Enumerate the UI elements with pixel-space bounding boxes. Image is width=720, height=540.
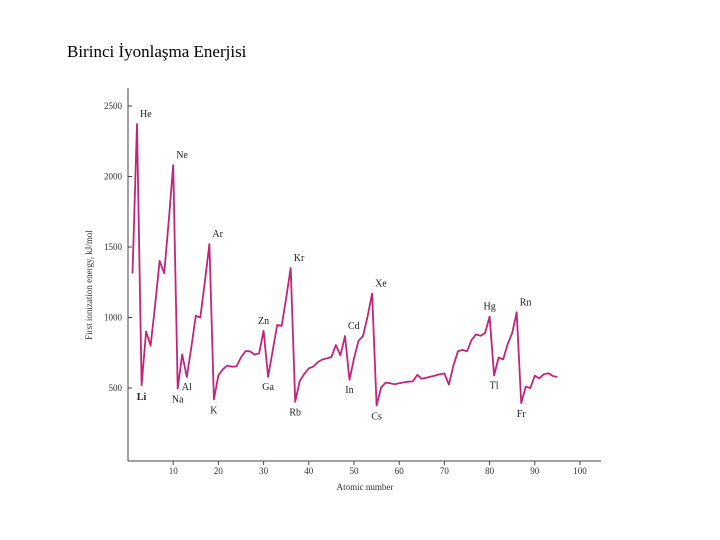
x-tick-label: 40 (304, 466, 314, 476)
element-label-ga: Ga (262, 382, 274, 393)
element-label-xe: Xe (375, 279, 387, 290)
element-label-he: He (140, 109, 152, 120)
element-label-cs: Cs (371, 411, 382, 422)
y-axis-label: First ionization energy, kJ/mol (84, 230, 94, 340)
x-axis-label: Atomic number (337, 482, 394, 492)
element-label-k: K (210, 405, 218, 416)
x-tick-label: 70 (440, 466, 450, 476)
chart-axes (127, 88, 601, 462)
ionization-energy-line (131, 123, 558, 407)
y-tick-label: 1500 (104, 242, 123, 252)
element-label-in: In (345, 385, 353, 396)
element-label-na: Na (172, 395, 184, 406)
slide-title: Birinci İyonlaşma Enerjisi (67, 42, 247, 61)
element-label-al: Al (182, 382, 192, 393)
element-label-fr: Fr (517, 409, 527, 420)
x-tick-label: 100 (573, 466, 587, 476)
x-tick-label: 80 (485, 466, 495, 476)
element-labels: He Ne Ar Kr Xe Rn Zn Cd Hg Li Na K Rb Cs Fr Al Ga In Tl (137, 109, 532, 422)
x-tick-label: 90 (530, 466, 540, 476)
x-tick-label: 20 (214, 466, 224, 476)
y-tick-label: 2000 (104, 172, 123, 182)
element-label-hg: Hg (483, 302, 495, 313)
element-label-ar: Ar (212, 229, 223, 240)
element-label-rn: Rn (520, 297, 532, 308)
element-label-ne: Ne (176, 150, 188, 161)
element-label-rb: Rb (289, 408, 301, 419)
y-tick-label: 500 (109, 383, 123, 393)
element-label-cd: Cd (348, 321, 360, 332)
element-label-tl: Tl (490, 380, 499, 391)
y-tick-label: 1000 (104, 313, 123, 323)
chart-ticks: 500 1000 1500 2000 2500 10 20 30 40 50 60 70 80 90 100 (104, 101, 587, 476)
element-label-kr: Kr (294, 253, 305, 264)
x-tick-label: 60 (395, 466, 405, 476)
element-label-zn: Zn (258, 316, 269, 327)
x-tick-label: 30 (259, 466, 269, 476)
x-tick-label: 50 (350, 466, 360, 476)
y-tick-label: 2500 (104, 101, 123, 111)
element-label-li: Li (137, 392, 147, 403)
x-tick-label: 10 (169, 466, 179, 476)
